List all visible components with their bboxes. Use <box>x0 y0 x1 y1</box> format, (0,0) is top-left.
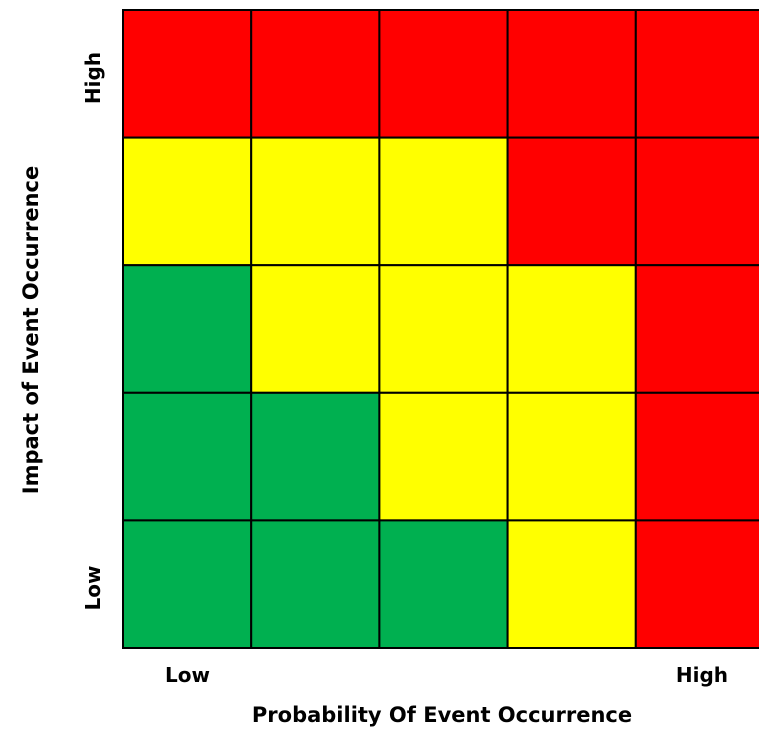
risk-cell-r3-c2-yellow <box>250 264 381 394</box>
risk-cell-r4-c4-yellow <box>506 391 637 522</box>
x-axis-label: Probability Of Event Occurrence <box>252 703 632 727</box>
risk-cell-r2-c5-red <box>634 136 759 267</box>
risk-cell-r3-c4-yellow <box>506 264 637 394</box>
x-tick-high: High <box>676 663 728 687</box>
risk-cell-r4-c5-red <box>634 391 759 522</box>
risk-matrix-grid <box>122 9 759 650</box>
risk-cell-r1-c1-red <box>122 9 253 139</box>
risk-cell-r3-c3-yellow <box>378 264 509 394</box>
risk-cell-r5-c5-red <box>634 519 759 650</box>
risk-cell-r5-c1-green <box>122 519 253 650</box>
y-axis-label: Impact of Event Occurrence <box>19 166 43 494</box>
risk-cell-r4-c2-green <box>250 391 381 522</box>
risk-cell-r1-c5-red <box>634 9 759 139</box>
risk-cell-r4-c1-green <box>122 391 253 522</box>
x-tick-low: Low <box>165 663 210 687</box>
risk-cell-r1-c3-red <box>378 9 509 139</box>
risk-cell-r5-c4-yellow <box>506 519 637 650</box>
risk-cell-r4-c3-yellow <box>378 391 509 522</box>
risk-cell-r2-c2-yellow <box>250 136 381 267</box>
risk-cell-r5-c3-green <box>378 519 509 650</box>
risk-cell-r2-c3-yellow <box>378 136 509 267</box>
risk-cell-r3-c5-red <box>634 264 759 394</box>
risk-cell-r5-c2-green <box>250 519 381 650</box>
risk-cell-r2-c4-red <box>506 136 637 267</box>
risk-cell-r3-c1-green <box>122 264 253 394</box>
risk-cell-r1-c4-red <box>506 9 637 139</box>
risk-cell-r2-c1-yellow <box>122 136 253 267</box>
y-tick-high: High <box>81 52 105 104</box>
y-tick-low: Low <box>81 566 105 611</box>
risk-cell-r1-c2-red <box>250 9 381 139</box>
